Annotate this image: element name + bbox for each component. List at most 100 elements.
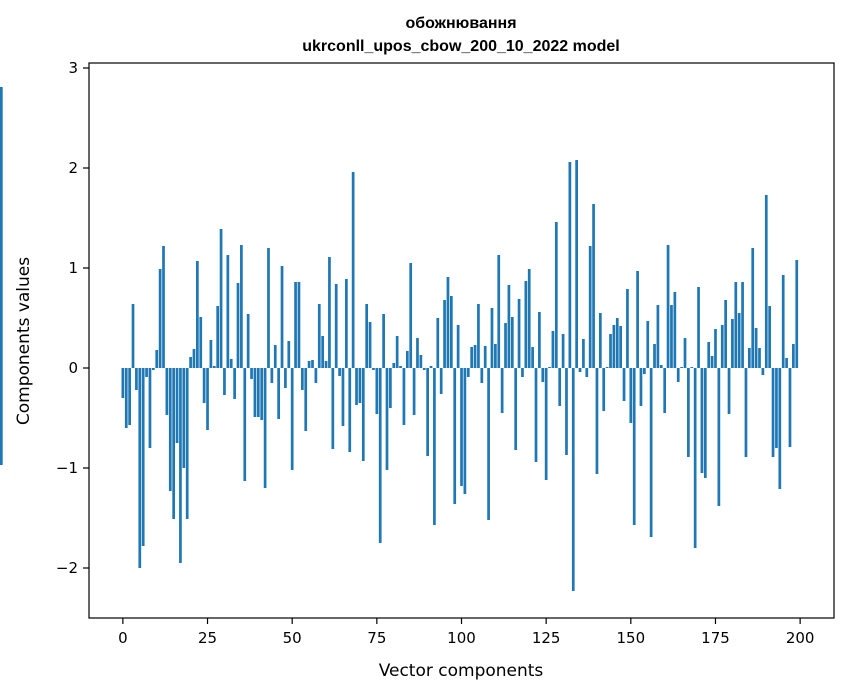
y-axis-ticks: −2 −1 0 1 2 3 — [56, 59, 89, 577]
bar — [182, 368, 186, 468]
bar — [707, 342, 711, 368]
bar — [148, 368, 152, 448]
bar — [277, 368, 280, 419]
bar — [720, 325, 724, 368]
bar — [328, 257, 331, 368]
bar — [510, 317, 514, 368]
bar — [317, 304, 321, 368]
bar — [666, 245, 670, 368]
bar — [687, 368, 690, 457]
bar — [754, 328, 758, 368]
bar — [402, 368, 406, 425]
x-tick-label: 175 — [701, 629, 730, 647]
bar — [595, 368, 599, 474]
bar — [497, 255, 501, 368]
bar — [514, 368, 518, 450]
bar — [294, 282, 297, 368]
bar — [351, 172, 355, 368]
bar — [622, 368, 626, 401]
bar — [490, 308, 494, 368]
bar — [416, 338, 419, 368]
plot-frame — [88, 62, 835, 619]
bar — [609, 334, 612, 368]
bar — [273, 345, 277, 368]
bar — [531, 347, 534, 368]
bar — [768, 306, 772, 368]
bar — [233, 368, 236, 399]
bar — [304, 368, 308, 431]
bar — [270, 368, 274, 383]
bar — [568, 162, 572, 368]
bar — [626, 289, 629, 368]
bar — [460, 368, 463, 486]
bar — [703, 368, 707, 478]
bar — [321, 336, 325, 368]
x-axis-label: Vector components — [379, 661, 544, 681]
bar — [128, 368, 131, 425]
bar — [494, 344, 497, 368]
bar — [253, 368, 257, 417]
bar — [199, 317, 203, 368]
bar — [297, 282, 301, 368]
bar — [284, 368, 287, 388]
bar — [643, 368, 646, 374]
bar — [480, 368, 484, 383]
bar — [585, 368, 589, 377]
bar — [673, 292, 677, 368]
bar — [795, 260, 799, 368]
bar — [744, 368, 748, 457]
bar — [734, 282, 738, 368]
y-tick-label: 1 — [68, 259, 78, 277]
bar — [395, 336, 399, 368]
bar — [267, 248, 270, 368]
x-tick-label: 0 — [118, 629, 128, 647]
bar — [338, 368, 341, 376]
bar — [236, 283, 240, 368]
bar — [724, 300, 727, 368]
bar — [0, 368, 3, 465]
y-tick-label: 0 — [68, 359, 78, 377]
bar — [751, 248, 755, 368]
bar — [538, 312, 541, 368]
bar — [619, 326, 623, 368]
bar — [781, 275, 785, 368]
bar — [202, 368, 206, 403]
bar — [524, 281, 528, 368]
bar — [517, 299, 521, 368]
bar — [151, 368, 155, 370]
bar — [612, 325, 616, 368]
bar — [504, 323, 507, 368]
bar — [439, 368, 443, 394]
bar — [443, 300, 446, 368]
bar — [141, 368, 145, 546]
bar — [185, 368, 189, 519]
bar — [500, 368, 504, 413]
bar — [463, 368, 467, 494]
bar — [436, 318, 440, 368]
bar — [602, 368, 606, 411]
bar — [453, 368, 457, 504]
x-tick-label: 75 — [367, 629, 386, 647]
y-tick-label: 2 — [68, 159, 78, 177]
bar — [355, 368, 358, 405]
x-axis-ticks: 0 25 50 75 100 125 150 175 200 — [118, 618, 814, 647]
bar — [676, 368, 680, 382]
bar — [334, 284, 338, 368]
bar — [280, 266, 284, 368]
bar — [639, 368, 643, 406]
bar — [700, 368, 704, 473]
x-tick-label: 50 — [283, 629, 302, 647]
bar — [209, 340, 213, 368]
bar — [561, 334, 565, 368]
bar — [216, 306, 220, 368]
bar — [470, 347, 474, 368]
bar — [697, 287, 700, 368]
bar — [507, 285, 511, 368]
bar — [250, 368, 253, 379]
bar — [473, 345, 477, 368]
bar — [521, 368, 524, 377]
bar — [747, 348, 751, 368]
bar — [256, 368, 260, 417]
bar — [433, 368, 436, 525]
bar — [575, 160, 578, 368]
